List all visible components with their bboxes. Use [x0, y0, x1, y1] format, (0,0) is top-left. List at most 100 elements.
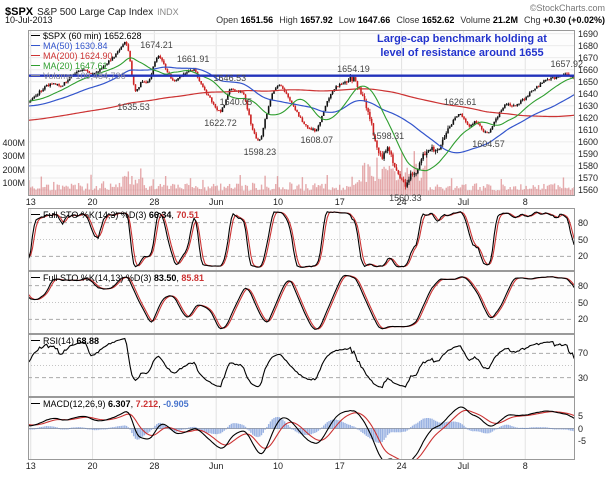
- legend-line-sample-icon: [31, 277, 40, 278]
- pivot-price-label: 1661.91: [176, 54, 210, 65]
- indicator-reading: 68.88: [76, 336, 100, 346]
- date-axis-label: 28: [149, 197, 160, 207]
- indicator-axis-label: 70: [578, 348, 589, 359]
- exchange-label: INDX: [157, 7, 179, 17]
- price-axis-label: 1650: [578, 76, 599, 87]
- quote-item: High 1657.92: [279, 15, 333, 25]
- legend-line-sample-icon: [31, 45, 40, 46]
- legend-item: MA(50) 1630.84: [31, 41, 142, 51]
- indicator-reading: 7.212: [135, 399, 159, 409]
- quote-line: Open 1651.56 High 1657.92 Low 1647.66 Close…: [210, 15, 605, 25]
- annotation-line-1: Large-cap benchmark holding at: [377, 33, 547, 45]
- date-axis-label: 17: [334, 197, 345, 207]
- price-axis-label: 1690: [578, 28, 599, 39]
- volume-axis-label: 100M: [2, 177, 25, 188]
- legend-item: MA(20) 1647.61: [31, 61, 142, 71]
- volume-axis-label: 200M: [2, 164, 25, 175]
- date-axis-label: Jul: [457, 461, 470, 471]
- indicator-name: RSI(14): [43, 336, 77, 346]
- pivot-price-label: 1560.33: [389, 192, 422, 203]
- pivot-price-label: 1622.72: [204, 117, 237, 128]
- pivot-price-label: 1657.92: [550, 59, 584, 70]
- price-axis-label: 1620: [578, 112, 599, 123]
- date-axis-label: 8: [522, 461, 528, 471]
- quote-item: Volume 21.2M: [460, 15, 518, 25]
- date-axis-label: 8: [522, 197, 528, 207]
- pivot-price-label: 1626.61: [443, 96, 477, 107]
- legend-line-sample-icon: [31, 65, 40, 66]
- volume-axis-label: 300M: [2, 151, 25, 162]
- indicator-legend-stoch-fast: Full STO %K(14,3) %D(3) 66.34, 70.51: [31, 210, 199, 220]
- date-axis-label: 17: [334, 461, 345, 471]
- pivot-price-label: 1604.57: [472, 139, 505, 150]
- date-axis-label: 10: [272, 197, 283, 207]
- indicator-legend-rsi: RSI(14) 68.88: [31, 336, 99, 346]
- price-axis-label: 1670: [578, 52, 599, 63]
- price-axis-label: 1560: [578, 184, 599, 195]
- annotation-line-2: level of resistance around 1655: [380, 47, 544, 59]
- date-axis-label: 13: [25, 197, 36, 207]
- price-axis-label: 1570: [578, 172, 599, 183]
- pivot-price-label: 1640.05: [219, 96, 253, 107]
- indicator-axis-label: 30: [578, 372, 589, 383]
- legend-line-sample-icon: [31, 340, 40, 341]
- indicator-axis-label: 20: [578, 314, 589, 325]
- date-axis-label: 20: [87, 197, 98, 207]
- indicator-legend-stoch-slow: Full STO %K(14,13) %D(3) 83.50, 85.81: [31, 273, 204, 283]
- indicator-name: MACD(12,26,9): [43, 399, 109, 409]
- indicator-axis-label: 20: [578, 251, 589, 262]
- legend-line-sample-icon: [31, 75, 40, 76]
- indicator-name: Full STO %K(14,13) %D(3): [43, 273, 154, 283]
- indicator-reading: 66.34: [148, 210, 172, 220]
- legend-line-sample-icon: [31, 403, 40, 404]
- quote-item: Close 1652.62: [396, 15, 455, 25]
- legend-line-sample-icon: [31, 55, 40, 56]
- date-axis-label: 13: [25, 461, 36, 471]
- indicator-reading: -0.905: [163, 399, 189, 409]
- price-axis-label: 1610: [578, 124, 599, 135]
- price-axis-label: 1660: [578, 64, 599, 75]
- date-axis-label: Jun: [208, 461, 224, 471]
- annotation-note: Large-cap benchmark holding at level of …: [348, 32, 576, 60]
- indicator-axis-label: 50: [578, 297, 589, 308]
- pivot-price-label: 1635.53: [117, 102, 150, 113]
- indicator-reading: 70.51: [176, 210, 199, 220]
- indicator-axis-label: 80: [578, 217, 589, 228]
- legend-line-sample-icon: [31, 35, 40, 36]
- pivot-price-label: 1646.53: [213, 72, 247, 83]
- legend-item: Volume 109,484,736: [31, 71, 142, 81]
- price-panel-legend: $SPX (60 min) 1652.628 MA(50) 1630.84 MA(2…: [31, 31, 142, 81]
- price-axis-label: 1590: [578, 148, 599, 159]
- date-axis-label: 10: [272, 461, 283, 471]
- indicator-reading: 85.81: [181, 273, 204, 283]
- price-axis-label: 1600: [578, 136, 599, 147]
- indicator-axis-label: -5: [578, 435, 587, 446]
- pivot-price-label: 1598.23: [243, 147, 277, 158]
- indicator-reading: 6.307: [108, 399, 131, 409]
- header-row-1: $SPX S&P 500 Large Cap Index INDX: [5, 2, 179, 20]
- indicator-axis-label: 50: [578, 234, 589, 245]
- date-axis-label: 20: [87, 461, 98, 471]
- pivot-price-label: 1598.31: [371, 130, 405, 141]
- price-axis-label: 1580: [578, 160, 599, 171]
- indicator-axis-label: 0: [578, 423, 584, 434]
- date-axis-label: 24: [396, 197, 407, 207]
- chart-date: 10-Jul-2013: [5, 15, 53, 25]
- legend-item: MA(200) 1624.90: [31, 51, 142, 61]
- pivot-price-label: 1674.21: [140, 39, 173, 50]
- price-axis-label: 1630: [578, 100, 599, 111]
- pivot-price-label: 1608.07: [300, 135, 334, 146]
- date-axis-label: Jun: [208, 197, 224, 207]
- date-axis-label: 24: [396, 461, 407, 471]
- price-axis-label: 1640: [578, 88, 599, 99]
- indicator-legend-macd: MACD(12,26,9) 6.307, 7.212, -0.905: [31, 399, 189, 409]
- quote-item: Chg +0.30 (+0.02%): [523, 15, 605, 25]
- watermark: ©StockCharts.com: [529, 3, 605, 13]
- volume-axis-label: 400M: [2, 138, 25, 148]
- quote-item: Open 1651.56: [216, 15, 274, 25]
- quote-item: Low 1647.66: [338, 15, 391, 25]
- date-axis-label: 28: [149, 461, 160, 471]
- legend-line-sample-icon: [31, 214, 40, 215]
